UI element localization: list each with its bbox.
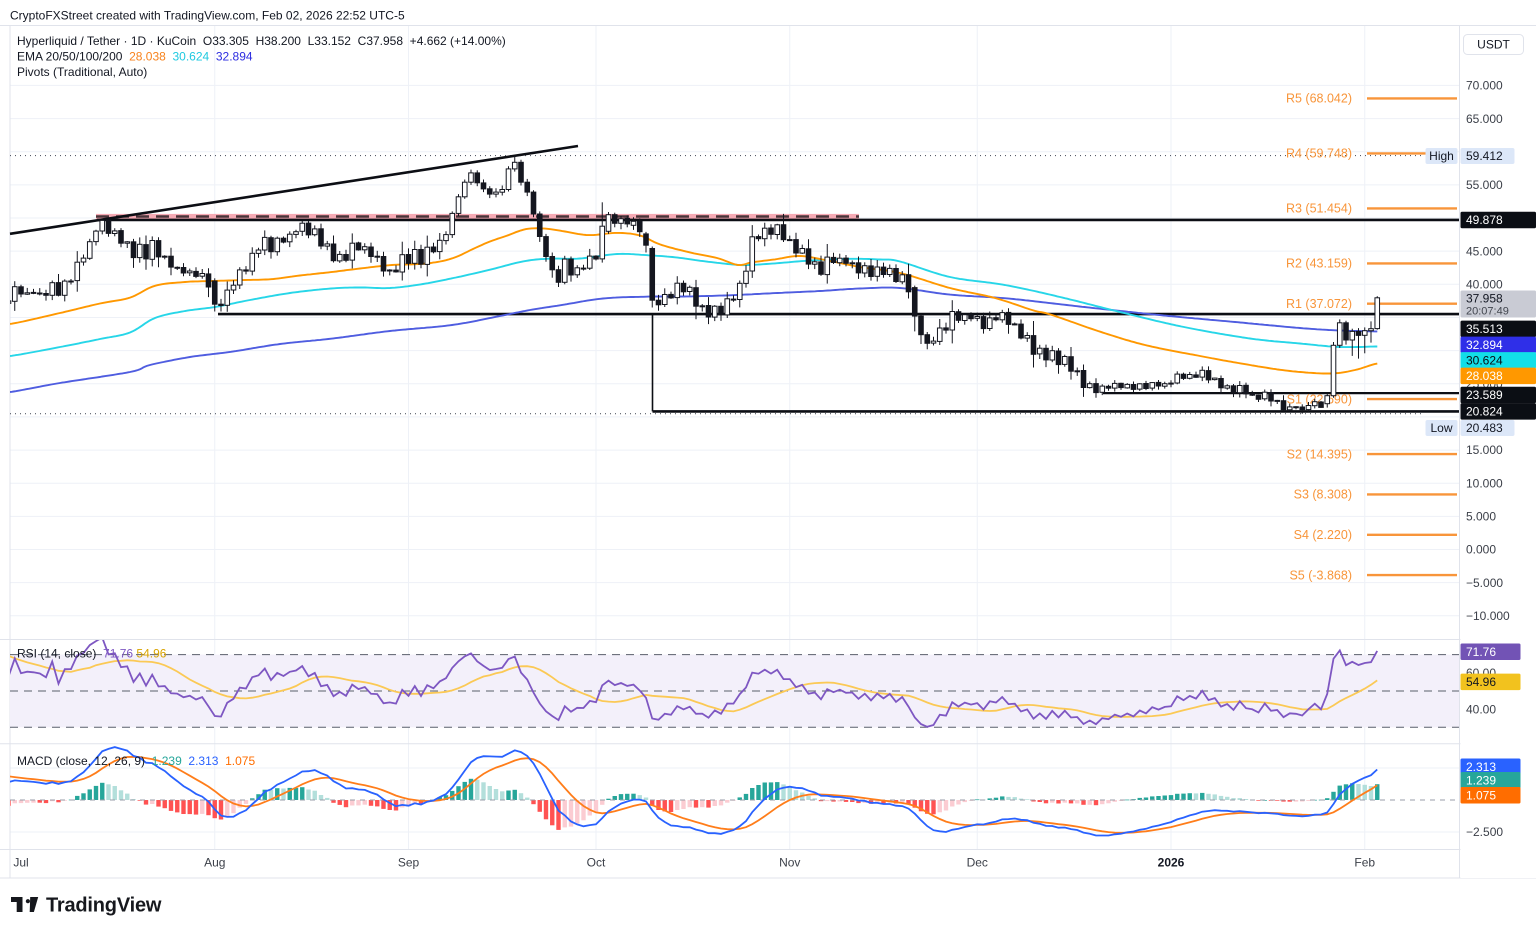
svg-text:Low: Low xyxy=(1430,421,1452,435)
svg-text:37.958: 37.958 xyxy=(1466,291,1503,305)
svg-text:2.313: 2.313 xyxy=(1466,760,1496,774)
svg-text:40.000: 40.000 xyxy=(1466,278,1503,292)
svg-text:20.824: 20.824 xyxy=(1466,405,1503,419)
svg-text:30.624: 30.624 xyxy=(1466,354,1503,368)
svg-text:S5 (-3.868): S5 (-3.868) xyxy=(1289,568,1352,582)
svg-text:23.589: 23.589 xyxy=(1466,388,1503,402)
svg-text:59.412: 59.412 xyxy=(1466,149,1503,163)
svg-text:R3 (51.454): R3 (51.454) xyxy=(1286,202,1352,216)
svg-text:Dec: Dec xyxy=(967,856,988,870)
svg-text:70.000: 70.000 xyxy=(1466,79,1503,93)
svg-text:Jul: Jul xyxy=(13,856,28,870)
svg-text:Oct: Oct xyxy=(587,856,606,870)
svg-text:−5.000: −5.000 xyxy=(1466,576,1503,590)
svg-text:54.96: 54.96 xyxy=(1466,675,1496,689)
svg-text:40.00: 40.00 xyxy=(1466,702,1496,716)
svg-text:Pivots (Traditional, Auto): Pivots (Traditional, Auto) xyxy=(17,65,147,79)
svg-text:EMA 20/50/100/200 28.038 30.: EMA 20/50/100/200 28.038 30.624 32.894 xyxy=(17,50,253,64)
svg-text:28.038: 28.038 xyxy=(1466,369,1503,383)
svg-text:Feb: Feb xyxy=(1354,856,1375,870)
svg-text:1.239: 1.239 xyxy=(1466,774,1496,788)
svg-text:32.894: 32.894 xyxy=(1466,338,1503,352)
svg-text:S2 (14.395): S2 (14.395) xyxy=(1287,447,1352,461)
svg-text:R1 (37.072): R1 (37.072) xyxy=(1286,297,1352,311)
svg-text:20.483: 20.483 xyxy=(1466,421,1503,435)
svg-text:R2 (43.159): R2 (43.159) xyxy=(1286,257,1352,271)
svg-text:1.075: 1.075 xyxy=(1466,789,1496,803)
svg-text:RSI (14, close) 71.76 54.96: RSI (14, close) 71.76 54.96 xyxy=(17,647,167,661)
svg-text:Nov: Nov xyxy=(779,856,800,870)
svg-text:65.000: 65.000 xyxy=(1466,112,1503,126)
svg-text:Aug: Aug xyxy=(204,856,225,870)
svg-text:Sep: Sep xyxy=(398,856,420,870)
svg-text:35.513: 35.513 xyxy=(1466,322,1503,336)
svg-text:20:07:49: 20:07:49 xyxy=(1466,306,1509,318)
svg-text:CryptoFXStreet created with Tr: CryptoFXStreet created with TradingView.… xyxy=(10,9,405,23)
svg-text:−2.500: −2.500 xyxy=(1466,825,1503,839)
svg-text:S3 (8.308): S3 (8.308) xyxy=(1294,488,1352,502)
svg-text:USDT: USDT xyxy=(1477,38,1510,52)
svg-text:15.000: 15.000 xyxy=(1466,443,1503,457)
svg-text:49.878: 49.878 xyxy=(1466,213,1503,227)
svg-text:10.000: 10.000 xyxy=(1466,476,1503,490)
svg-text:2026: 2026 xyxy=(1158,856,1185,870)
svg-text:55.000: 55.000 xyxy=(1466,178,1503,192)
svg-text:5.000: 5.000 xyxy=(1466,510,1496,524)
svg-text:0.000: 0.000 xyxy=(1466,543,1496,557)
svg-text:High: High xyxy=(1429,149,1454,163)
svg-text:45.000: 45.000 xyxy=(1466,244,1503,258)
svg-text:Hyperliquid / Tether · 1D · Ku: Hyperliquid / Tether · 1D · KuCoin O33.3… xyxy=(17,34,506,48)
svg-text:R5 (68.042): R5 (68.042) xyxy=(1286,92,1352,106)
svg-text:71.76: 71.76 xyxy=(1466,645,1496,659)
svg-text:TradingView: TradingView xyxy=(46,895,162,917)
svg-text:S4 (2.220): S4 (2.220) xyxy=(1294,528,1352,542)
svg-text:−10.000: −10.000 xyxy=(1466,609,1510,623)
svg-text:MACD (close, 12, 26, 9) 1.239: MACD (close, 12, 26, 9) 1.239 2.313 1.07… xyxy=(17,754,255,768)
svg-text:R4 (59.748): R4 (59.748) xyxy=(1286,147,1352,161)
